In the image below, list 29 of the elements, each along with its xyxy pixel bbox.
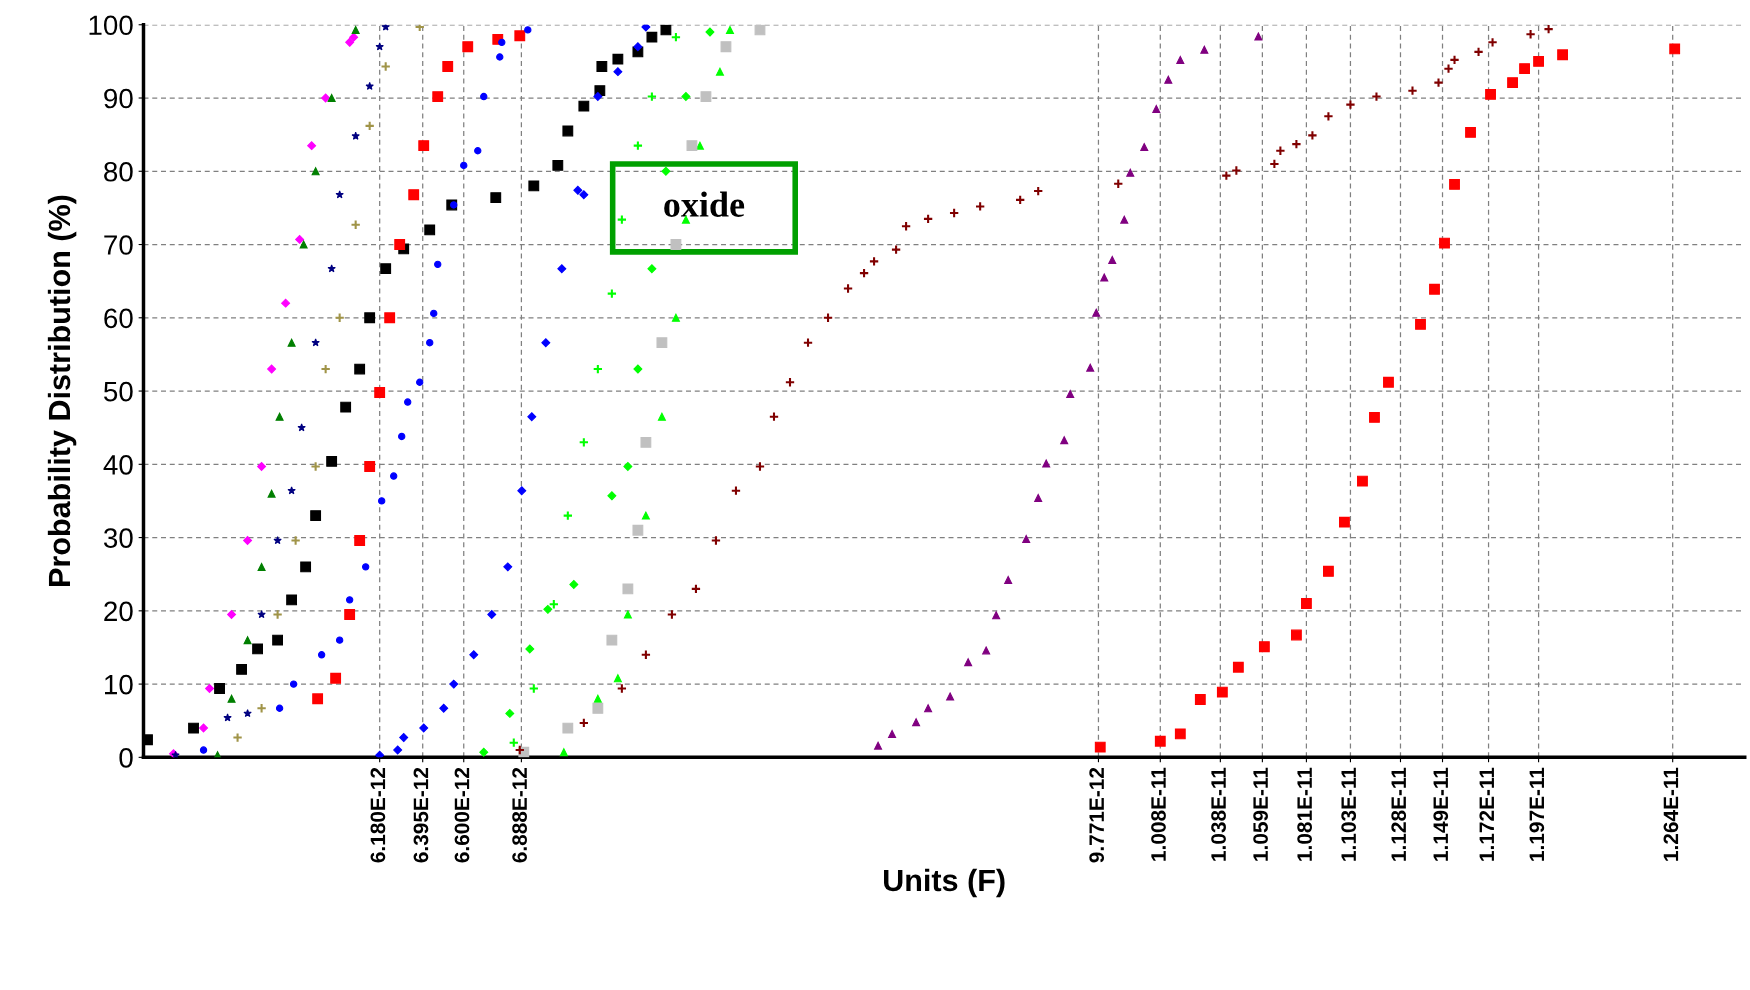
x-tick-label: 1.103E-11 [1341, 767, 1357, 861]
annotation: oxide [664, 191, 745, 217]
y-tick-label: 50 [103, 381, 133, 402]
x-axis-title: Units (F) [884, 868, 1005, 898]
y-tick-label: 10 [105, 674, 133, 695]
x-tick-label: 1.059E-11 [1253, 767, 1268, 861]
y-tick-label: 30 [103, 528, 133, 548]
y-tick-label: 80 [104, 161, 133, 182]
y-tick-label: 0 [119, 748, 133, 768]
x-tick-label: 1.128E-11 [1391, 767, 1407, 861]
x-tick-label: 1.149E-11 [1433, 767, 1449, 861]
x-tick-label: 1.172E-11 [1479, 767, 1494, 861]
x-tick-label: 6.180E-12 [370, 767, 386, 863]
x-tick-label: 6.395E-12 [413, 767, 429, 863]
x-tick-label: 6.888E-12 [512, 767, 527, 863]
x-tick-label: 6.600E-12 [454, 767, 470, 863]
y-tick-label: 60 [104, 308, 133, 329]
x-tick-label: 1.197E-11 [1529, 767, 1545, 861]
x-tick-label: 1.264E-11 [1663, 767, 1679, 861]
y-tick-label: 70 [104, 235, 133, 255]
x-tick-label: 1.038E-11 [1211, 767, 1226, 861]
x-tick-label: 1.081E-11 [1297, 767, 1312, 861]
y-axis-title: Probability Distribution (%) [47, 195, 77, 586]
y-tick-label: 100 [89, 15, 133, 36]
y-tick-label: 20 [104, 601, 133, 622]
y-tick-label: 90 [104, 88, 133, 109]
x-tick-label: 9.771E-12 [1089, 767, 1105, 863]
x-tick-label: 1.008E-11 [1151, 767, 1166, 861]
y-tick-label: 40 [103, 454, 133, 475]
